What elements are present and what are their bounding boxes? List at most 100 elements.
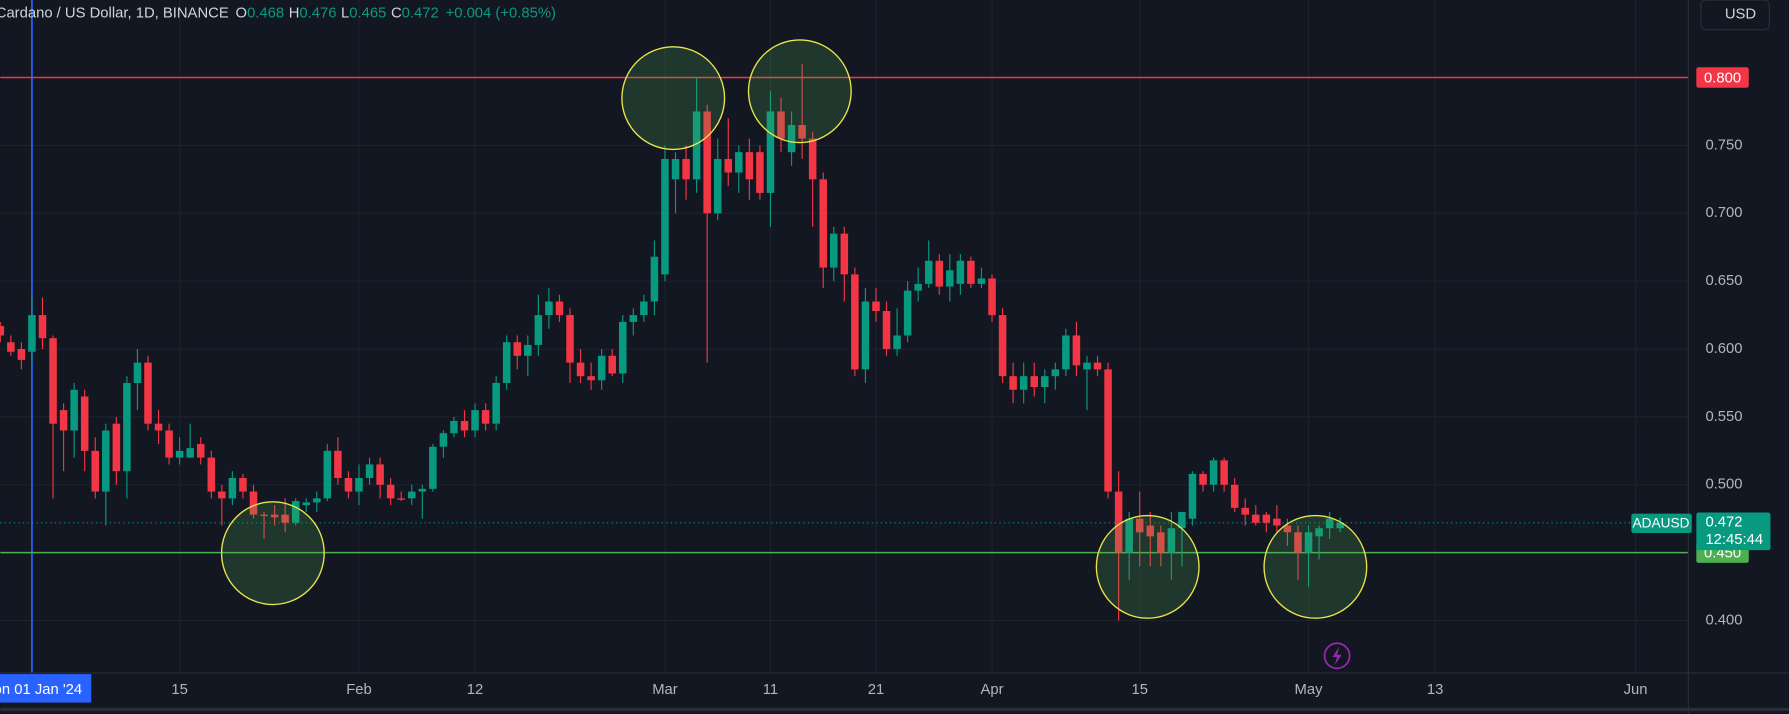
candle-body bbox=[882, 311, 891, 350]
candle-body bbox=[1051, 369, 1060, 377]
candle-body bbox=[1083, 362, 1091, 370]
candle-body bbox=[777, 111, 785, 139]
circle-annotation bbox=[747, 39, 852, 144]
candle-body bbox=[1146, 525, 1155, 537]
legend-symbol: Cardano / US Dollar, 1D, BINANCE bbox=[0, 6, 229, 22]
candle-body bbox=[861, 301, 870, 370]
x-tick-label: 21 bbox=[868, 682, 884, 698]
candle-body bbox=[186, 448, 194, 458]
candle-body bbox=[270, 514, 279, 518]
candle-body bbox=[735, 152, 743, 173]
candle-body bbox=[756, 152, 764, 193]
candle-body bbox=[291, 501, 300, 523]
candle-body bbox=[808, 138, 817, 180]
candle-body bbox=[70, 389, 78, 431]
candle-body bbox=[28, 315, 36, 352]
candle-body bbox=[967, 260, 975, 284]
candle-body bbox=[471, 410, 479, 431]
candle-body bbox=[1072, 335, 1081, 366]
candle-body bbox=[692, 111, 701, 180]
candle-body bbox=[745, 152, 754, 180]
legend-change: +0.004 (+0.85%) bbox=[446, 6, 556, 22]
candle-body bbox=[1104, 369, 1112, 492]
candle-body bbox=[386, 484, 395, 499]
candle-body bbox=[935, 260, 944, 287]
legend-value: 0.476 bbox=[299, 6, 336, 22]
candle-body bbox=[123, 382, 131, 472]
candle-body bbox=[1062, 335, 1070, 370]
legend-key: O bbox=[236, 6, 248, 22]
candle-body bbox=[534, 315, 543, 345]
candle-body bbox=[59, 410, 68, 431]
candle-body bbox=[924, 260, 933, 284]
candle-body bbox=[1273, 518, 1281, 526]
candle-body bbox=[545, 301, 553, 316]
candle-body bbox=[91, 450, 100, 492]
candle-body bbox=[766, 111, 775, 193]
candle-body bbox=[80, 396, 89, 451]
candle-body bbox=[38, 315, 47, 339]
x-tick-label: May bbox=[1295, 682, 1324, 698]
currency-button[interactable] bbox=[1700, 0, 1770, 31]
price-label: 0.800 bbox=[1704, 71, 1741, 87]
candle-body bbox=[344, 477, 353, 492]
candle-body bbox=[566, 315, 574, 363]
candle-body bbox=[502, 342, 511, 383]
candle-body bbox=[914, 283, 922, 291]
candle-body bbox=[429, 446, 437, 489]
legend-key: H bbox=[289, 6, 300, 22]
candle-body bbox=[407, 491, 416, 499]
candle-body bbox=[977, 278, 986, 284]
legend-value: 0.472 bbox=[402, 6, 439, 22]
y-tick-label: 0.750 bbox=[1705, 137, 1742, 153]
candle-body bbox=[1041, 376, 1049, 388]
last-price-box bbox=[1696, 512, 1771, 551]
candle-body bbox=[49, 338, 57, 424]
candle-body bbox=[946, 270, 954, 287]
candle-body bbox=[703, 111, 711, 214]
candle-body bbox=[1325, 518, 1334, 529]
candle-body bbox=[587, 376, 595, 381]
candle-body bbox=[1283, 525, 1292, 533]
legend-key: L bbox=[341, 6, 349, 22]
candle-body bbox=[1135, 518, 1144, 533]
candle-body bbox=[1209, 460, 1218, 485]
candle-body bbox=[840, 233, 849, 275]
candle-body bbox=[112, 423, 121, 472]
candle-body bbox=[1230, 484, 1239, 508]
candle-body bbox=[228, 477, 237, 499]
x-tick-label: 13 bbox=[1427, 682, 1443, 698]
x-tick-label: 15 bbox=[1131, 682, 1147, 698]
candle-body bbox=[1188, 473, 1197, 519]
candle-body bbox=[492, 382, 500, 424]
candle-body bbox=[1336, 522, 1344, 529]
candle-body bbox=[872, 301, 880, 312]
candle-body bbox=[1009, 376, 1017, 390]
currency[interactable]: USD bbox=[1725, 7, 1756, 23]
candle-body bbox=[1157, 532, 1165, 553]
circle-annotation bbox=[1263, 514, 1368, 619]
candle-body bbox=[7, 342, 15, 352]
candle-body bbox=[323, 450, 332, 499]
price-label-box bbox=[1696, 67, 1749, 88]
candle-body bbox=[1114, 491, 1123, 553]
candle-body bbox=[682, 158, 690, 180]
candle-body bbox=[1125, 518, 1133, 553]
candle-body bbox=[1262, 514, 1271, 523]
crosshair-label: Mon 01 Jan '24 bbox=[0, 682, 82, 698]
candle-body bbox=[397, 498, 405, 500]
candle-body bbox=[218, 491, 226, 499]
candle-body bbox=[903, 290, 912, 336]
circle-annotation bbox=[1095, 514, 1200, 619]
candle-body bbox=[175, 450, 184, 458]
candle-body bbox=[281, 514, 289, 523]
candle-body bbox=[830, 233, 838, 268]
x-tick-label: 11 bbox=[763, 682, 778, 698]
candle-body bbox=[956, 260, 965, 284]
candle-body bbox=[0, 325, 5, 336]
candle-body bbox=[893, 335, 901, 350]
symbol-label: ADAUSD bbox=[1632, 516, 1689, 531]
labels: 0.4000.4500.5000.5500.6000.6500.7000.750… bbox=[0, 67, 1771, 703]
